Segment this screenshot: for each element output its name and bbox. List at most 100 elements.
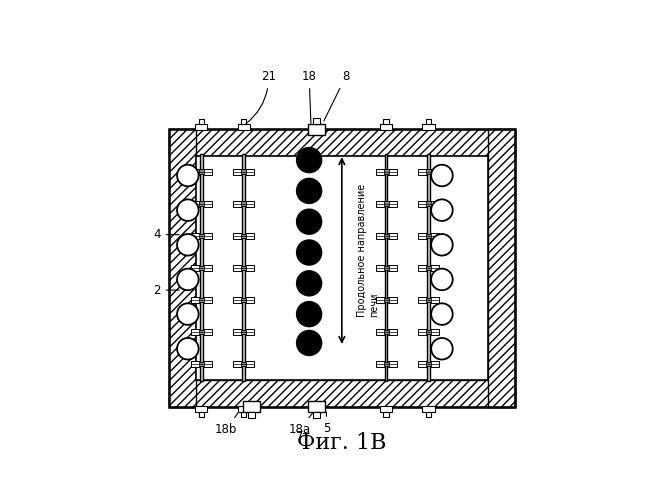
Bar xyxy=(384,298,389,302)
Bar xyxy=(169,130,515,156)
Bar xyxy=(245,297,254,303)
Circle shape xyxy=(177,234,199,256)
Bar xyxy=(426,202,431,206)
Circle shape xyxy=(431,304,453,325)
Bar xyxy=(422,406,435,412)
Bar xyxy=(430,361,439,367)
Bar xyxy=(388,361,397,367)
Circle shape xyxy=(297,210,321,234)
Bar xyxy=(430,329,439,335)
Bar xyxy=(245,329,254,335)
Circle shape xyxy=(297,240,321,265)
Bar xyxy=(241,362,246,366)
Bar xyxy=(248,412,255,418)
Circle shape xyxy=(297,330,321,355)
Bar xyxy=(380,124,392,130)
Text: 18: 18 xyxy=(301,70,317,124)
Bar xyxy=(199,234,204,238)
Bar xyxy=(430,232,439,239)
Bar xyxy=(241,266,246,270)
Bar xyxy=(233,329,242,335)
Bar xyxy=(241,170,246,174)
Bar xyxy=(418,200,427,207)
Bar xyxy=(242,154,245,382)
Bar xyxy=(245,361,254,367)
Bar xyxy=(191,297,200,303)
Bar xyxy=(488,130,515,406)
Text: 5: 5 xyxy=(323,412,330,435)
Bar xyxy=(169,380,515,406)
Bar xyxy=(237,124,250,130)
Bar xyxy=(418,265,427,271)
Bar xyxy=(384,330,389,334)
Bar xyxy=(169,130,195,406)
Bar xyxy=(203,200,212,207)
Text: 4: 4 xyxy=(153,228,179,241)
Bar xyxy=(243,401,260,412)
Bar xyxy=(376,232,385,239)
Bar xyxy=(191,361,200,367)
Bar xyxy=(384,362,389,366)
Bar xyxy=(191,168,200,174)
Bar xyxy=(245,265,254,271)
Bar xyxy=(195,406,207,412)
Bar xyxy=(203,168,212,174)
Bar xyxy=(191,200,200,207)
Bar xyxy=(308,124,325,134)
Text: 21: 21 xyxy=(246,70,276,124)
Text: 18a: 18a xyxy=(288,412,313,436)
Bar xyxy=(376,265,385,271)
Bar xyxy=(430,200,439,207)
Circle shape xyxy=(297,178,321,203)
Bar xyxy=(245,232,254,239)
Bar xyxy=(376,329,385,335)
Bar xyxy=(384,170,389,174)
Bar xyxy=(169,130,515,406)
Bar xyxy=(426,170,431,174)
Bar xyxy=(388,297,397,303)
Bar xyxy=(313,118,320,124)
Bar xyxy=(203,265,212,271)
Circle shape xyxy=(431,338,453,359)
Bar xyxy=(245,200,254,207)
Bar xyxy=(384,412,389,418)
Bar xyxy=(233,297,242,303)
Bar xyxy=(195,124,207,130)
Bar xyxy=(191,329,200,335)
Bar xyxy=(384,266,389,270)
Bar xyxy=(426,362,431,366)
Bar xyxy=(199,266,204,270)
Bar xyxy=(199,170,204,174)
Bar xyxy=(388,265,397,271)
Bar xyxy=(241,202,246,206)
Circle shape xyxy=(431,268,453,290)
Bar xyxy=(388,200,397,207)
Bar xyxy=(241,118,246,124)
Bar xyxy=(426,298,431,302)
Bar xyxy=(388,232,397,239)
Bar xyxy=(426,412,431,418)
Bar xyxy=(430,265,439,271)
Bar xyxy=(376,200,385,207)
Bar xyxy=(245,168,254,174)
Bar xyxy=(199,202,204,206)
Circle shape xyxy=(297,271,321,295)
Bar xyxy=(199,362,204,366)
Bar xyxy=(418,361,427,367)
Bar xyxy=(199,330,204,334)
Bar xyxy=(241,234,246,238)
Bar xyxy=(384,234,389,238)
Bar xyxy=(430,168,439,174)
Bar xyxy=(426,330,431,334)
Bar xyxy=(203,232,212,239)
Circle shape xyxy=(177,164,199,186)
Bar xyxy=(418,232,427,239)
Bar xyxy=(200,154,203,382)
Bar xyxy=(233,361,242,367)
Text: Фиг. 1В: Фиг. 1В xyxy=(297,432,387,454)
Bar xyxy=(388,168,397,174)
Bar xyxy=(199,298,204,302)
Bar xyxy=(241,412,246,418)
Bar xyxy=(233,200,242,207)
Bar xyxy=(418,168,427,174)
